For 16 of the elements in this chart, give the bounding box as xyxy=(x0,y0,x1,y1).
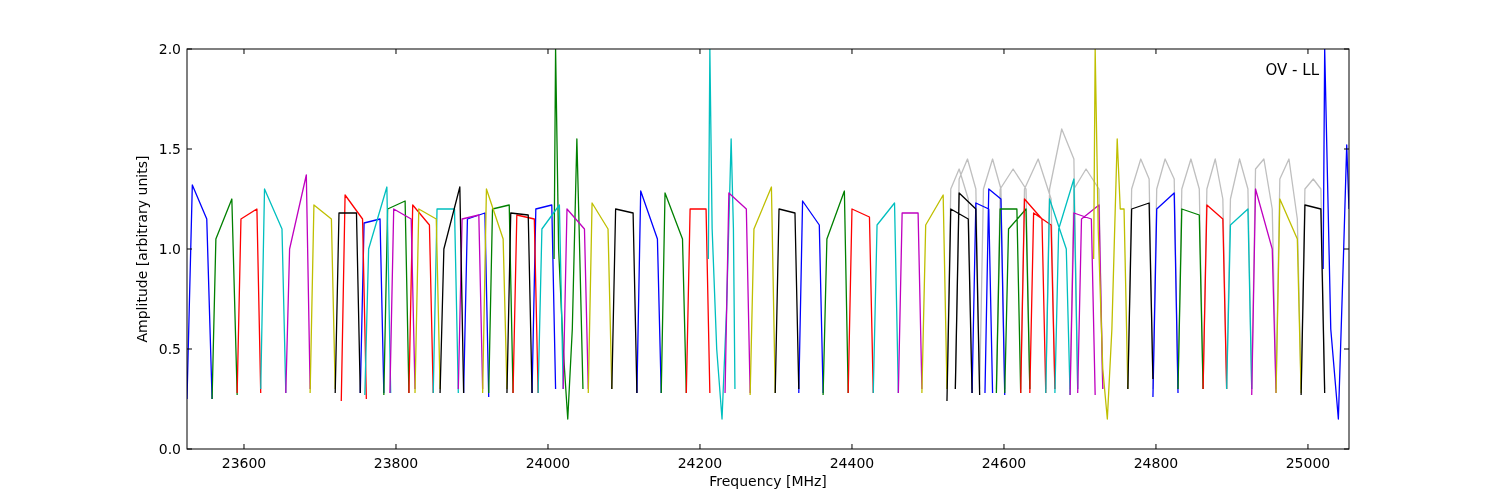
x-tick-label: 23800 xyxy=(373,455,419,471)
annotation: OV - LL xyxy=(1265,61,1320,79)
x-tick-label: 23600 xyxy=(221,455,267,471)
x-tick-label: 25000 xyxy=(1285,455,1331,471)
y-tick-label: 2.0 xyxy=(158,41,181,57)
x-tick-label: 24400 xyxy=(829,455,875,471)
y-axis-title: Amplitude [arbitrary units] xyxy=(134,155,150,343)
y-tick-label: 0.5 xyxy=(158,341,181,357)
x-tick-label: 24800 xyxy=(1133,455,1179,471)
y-tick-label: 0.0 xyxy=(158,441,181,457)
x-axis-title: Frequency [MHz] xyxy=(709,473,827,489)
x-tick-label: 24600 xyxy=(981,455,1027,471)
x-tick-label: 24200 xyxy=(677,455,723,471)
x-tick-label: 24000 xyxy=(525,455,571,471)
y-tick-label: 1.5 xyxy=(158,141,181,157)
y-tick-label: 1.0 xyxy=(158,241,181,257)
